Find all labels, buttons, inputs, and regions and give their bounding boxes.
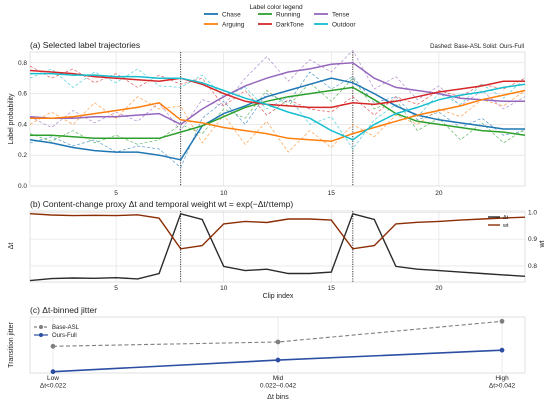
panel-a-ytick: 0.0 [18, 183, 27, 190]
panel-c-legend-label: Ours-Full [52, 333, 77, 339]
legend-label: Arguing [222, 22, 245, 29]
panel-b-xtick: 20 [435, 285, 443, 292]
panel-b-ylabel-right: wt [539, 240, 546, 248]
panel-b: (b) Content-change proxy Δt and temporal… [8, 199, 546, 300]
panel-c-legend-marker [39, 333, 43, 337]
panel-a-ytick: 0.6 [18, 91, 27, 98]
legend-label: Tense [332, 12, 350, 19]
panel-a-frame [29, 51, 526, 187]
panel-c-point [499, 347, 505, 353]
panel-a-ylabel: Label probability [8, 93, 15, 144]
panel-a-series-running-ours [30, 86, 526, 140]
panel-c-xtick: Mid [273, 375, 284, 382]
panel-c-point [499, 318, 505, 324]
panel-a-series-tense-base [29, 49, 526, 132]
panel-c-xtick: Δt>0.042 [489, 383, 516, 390]
panel-b-xtick: 15 [328, 285, 336, 292]
panel-a-xtick: 20 [435, 190, 443, 197]
panel-a-series-running-base [29, 77, 526, 145]
panel-b-xlabel: Clip index [263, 293, 294, 300]
panel-a-series-outdoor-base [29, 68, 526, 150]
legend-label: DarkTone [276, 22, 304, 29]
legend-label: Chase [222, 12, 241, 19]
panel-a-series-chase-base [29, 71, 526, 169]
legend-label: Running [276, 12, 301, 19]
panel-c-xtick: 0.022–0.042 [260, 383, 297, 390]
label-color-legend: Label color legend Chase Running Tense Argu… [204, 4, 356, 29]
panel-c-legend-label: Base-ASL [52, 325, 80, 331]
panel-c-point [50, 369, 56, 375]
panel-a-xtick: 15 [328, 190, 336, 197]
panel-b-series-weight [29, 213, 526, 250]
panel-a-title: (a) Selected label trajectories [30, 40, 140, 50]
panel-a-series-tense-ours [29, 62, 525, 126]
panel-a-xtick: 5 [114, 190, 118, 197]
panel-b-title: (b) Content-change proxy Δt and temporal… [30, 199, 293, 209]
panel-b-legend-label: Δt [503, 215, 509, 221]
panel-c-legend-marker [39, 325, 43, 329]
panel-c-title: (c) Δt-binned jitter [30, 305, 97, 315]
panel-c-point [275, 357, 281, 363]
legend-label: Outdoor [332, 22, 356, 29]
panel-a-series-darktone-base [29, 65, 526, 116]
panel-c-xlabel: Δt bins [267, 394, 289, 401]
panel-b-legend-label: wt [502, 223, 509, 229]
panel-c-point [50, 343, 56, 349]
panel-c-xtick: High [495, 375, 509, 382]
panel-c-frame [29, 316, 526, 374]
panel-b-ytick-right: 0.9 [528, 236, 537, 243]
panel-b-ytick-right: 1.0 [528, 209, 537, 216]
panel-c-xtick: Δt<0.022 [40, 383, 67, 390]
panel-b-xtick: 10 [220, 285, 228, 292]
panel-a-ytick: 0.2 [18, 152, 27, 159]
panel-c-ylabel: Transition jitter [8, 322, 15, 368]
panel-c-point [275, 339, 281, 345]
panel-a-xtick: 10 [220, 190, 228, 197]
panel-a: (a) Selected label trajectories Dashed: … [8, 40, 526, 197]
panel-c-xtick: Low [47, 375, 59, 382]
panel-a-series-darktone-ours [29, 69, 525, 109]
panel-b-ytick-right: 0.8 [528, 263, 537, 270]
panel-a-ytick: 0.4 [18, 121, 27, 128]
panel-a-series-chase-ours [29, 77, 525, 161]
panel-a-series-arguing-ours [30, 89, 526, 143]
legend-title: Label color legend [249, 4, 303, 11]
panel-a-series-outdoor-ours [30, 72, 526, 141]
panel-b-ylabel: Δt [8, 243, 15, 250]
panel-a-style-note: Dashed: Base-ASL Solid: Ours-Full [430, 44, 524, 50]
panel-b-series-delta [29, 212, 526, 282]
panel-a-ytick: 0.8 [18, 60, 27, 67]
panel-c-series-base-asl [52, 320, 503, 347]
panel-b-xtick: 5 [114, 285, 118, 292]
